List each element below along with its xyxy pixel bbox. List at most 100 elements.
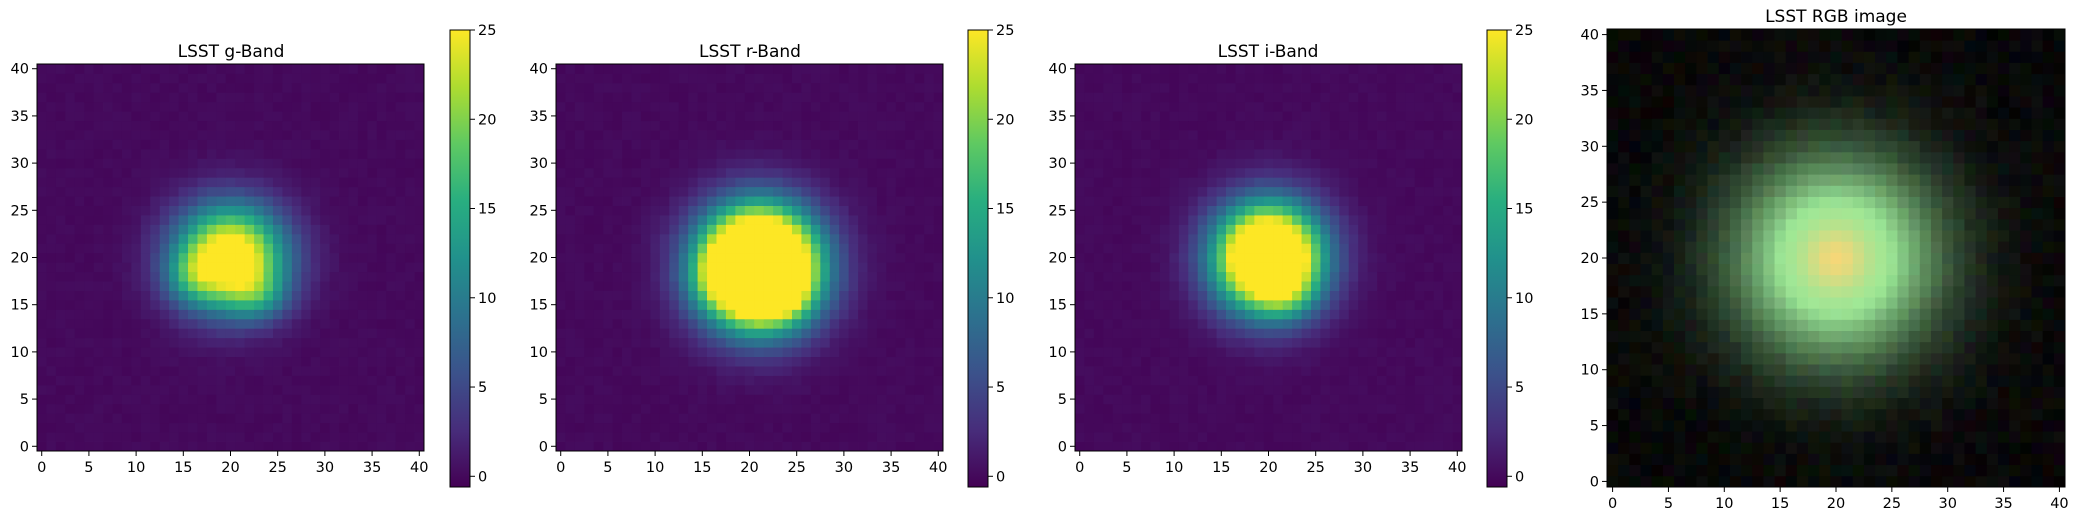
pixel-cell	[1122, 224, 1133, 235]
pixel-cell	[810, 205, 821, 216]
pixel-cell	[688, 224, 698, 235]
pixel-cell	[1159, 252, 1170, 263]
pixel-cell	[612, 215, 623, 225]
pixel-cell	[895, 328, 906, 339]
pixel-cell	[1084, 167, 1095, 178]
pixel-cell	[1282, 347, 1293, 358]
pixel-cell	[1244, 290, 1255, 301]
pixel-cell	[1263, 243, 1274, 254]
pixel-cell	[1273, 375, 1284, 386]
pixel-cell	[1226, 262, 1236, 273]
pixel-cell	[310, 262, 321, 273]
pixel-cell	[339, 422, 349, 433]
pixel-cell	[216, 186, 227, 197]
pixel-cell	[1292, 309, 1302, 320]
pixel-cell	[1367, 309, 1378, 320]
pixel-cell	[725, 271, 736, 282]
pixel-cell	[1254, 309, 1265, 320]
pixel-cell	[707, 384, 717, 395]
pixel-cell	[395, 299, 406, 310]
pixel-cell	[1207, 299, 1217, 310]
pixel-cell	[914, 290, 925, 301]
pixel-cell	[320, 441, 331, 452]
pixel-cell	[225, 299, 236, 310]
pixel-cell	[876, 384, 887, 395]
pixel-cell	[1452, 215, 1463, 225]
pixel-cell	[612, 309, 623, 320]
pixel-cell	[678, 205, 689, 216]
pixel-cell	[405, 432, 415, 442]
pixel-cell	[1197, 403, 1208, 414]
colorbar-tick-label: 5	[996, 380, 1005, 396]
pixel-cell	[320, 139, 331, 150]
pixel-cell	[688, 233, 698, 244]
pixel-cell	[329, 271, 340, 282]
pixel-cell	[244, 347, 255, 358]
pixel-cell	[1310, 318, 1321, 329]
pixel-cell	[603, 148, 614, 159]
pixel-cell	[282, 356, 293, 367]
pixel-cell	[1433, 328, 1444, 339]
pixel-cell	[254, 432, 264, 442]
pixel-cell	[357, 167, 368, 178]
pixel-cell	[1329, 186, 1340, 197]
pixel-cell	[1273, 262, 1284, 273]
pixel-cell	[593, 130, 604, 140]
pixel-cell	[659, 290, 670, 301]
pixel-cell	[820, 375, 831, 386]
pixel-cell	[829, 432, 840, 442]
pixel-cell	[744, 318, 755, 329]
pixel-cell	[603, 243, 614, 254]
pixel-cell	[622, 299, 632, 310]
pixel-cell	[895, 120, 906, 131]
pixel-cell	[1254, 422, 1265, 433]
pixel-cell	[1263, 337, 1274, 348]
pixel-cell	[357, 318, 368, 329]
pixel-cell	[1443, 347, 1453, 358]
pixel-cell	[754, 413, 765, 424]
pixel-cell	[1159, 366, 1170, 376]
pixel-cell	[1131, 318, 1142, 329]
pixel-cell	[924, 177, 934, 188]
pixel-cell	[140, 139, 151, 150]
pixel-cell	[1339, 299, 1350, 310]
pixel-cell	[810, 64, 821, 74]
pixel-cell	[1395, 111, 1406, 122]
pixel-cell	[65, 177, 76, 188]
pixel-cell	[310, 271, 321, 282]
pixel-cell	[65, 82, 76, 93]
pixel-cell	[1320, 347, 1331, 358]
pixel-cell	[1292, 215, 1302, 225]
pixel-cell	[1367, 120, 1378, 131]
pixel-cell	[254, 120, 264, 131]
pixel-cell	[1150, 271, 1161, 282]
pixel-cell	[235, 243, 246, 254]
pixel-cell	[103, 158, 113, 169]
pixel-cell	[329, 290, 340, 301]
pixel-cell	[744, 73, 755, 84]
pixel-cell	[725, 375, 736, 386]
pixel-cell	[1433, 309, 1444, 320]
pixel-cell	[1301, 422, 1312, 433]
pixel-cell	[1254, 186, 1265, 197]
pixel-cell	[254, 73, 264, 84]
pixel-cell	[1103, 243, 1114, 254]
pixel-cell	[55, 111, 66, 122]
pixel-cell	[1103, 299, 1114, 310]
pixel-cell	[1188, 130, 1199, 140]
pixel-cell	[584, 281, 595, 291]
pixel-cell	[1178, 158, 1189, 169]
pixel-cell	[1282, 356, 1293, 367]
pixel-cell	[1131, 196, 1142, 206]
pixel-cell	[678, 82, 689, 93]
pixel-cell	[556, 384, 566, 395]
pixel-cell	[1207, 130, 1217, 140]
pixel-cell	[1329, 101, 1340, 112]
pixel-cell	[829, 290, 840, 301]
pixel-cell	[84, 422, 95, 433]
pixel-cell	[697, 422, 708, 433]
pixel-cell	[791, 82, 802, 93]
pixel-cell	[725, 413, 736, 424]
pixel-cell	[395, 309, 406, 320]
pixel-cell	[65, 375, 76, 386]
